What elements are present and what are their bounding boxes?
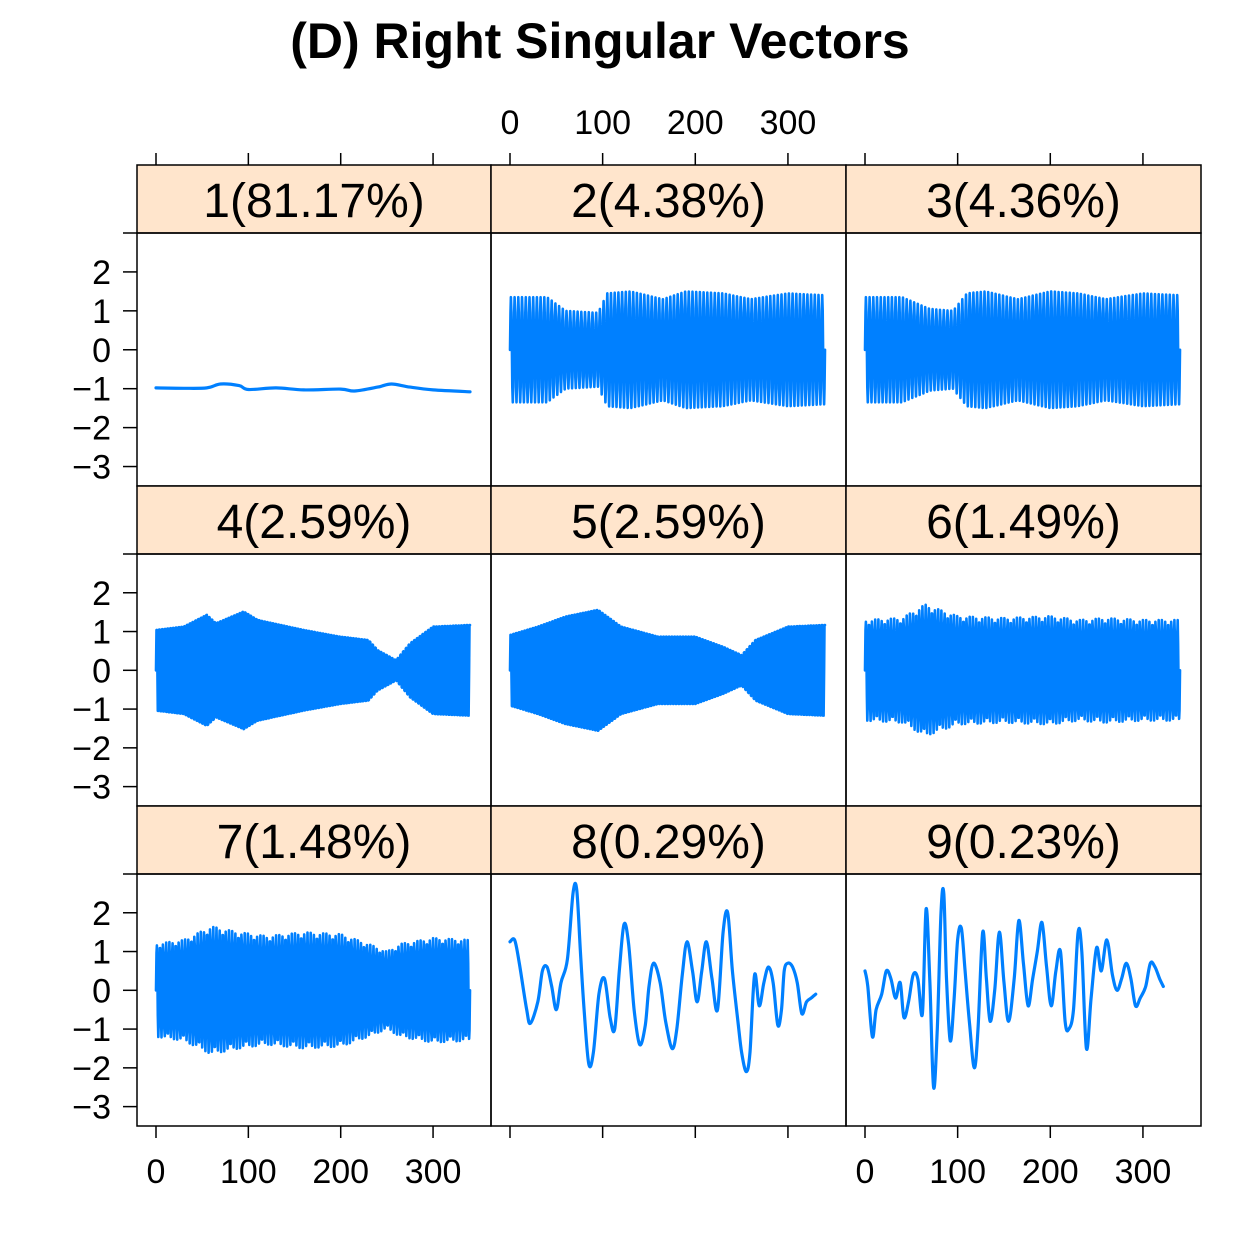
x-tick-label-bottom: 0 (147, 1153, 166, 1191)
panel-6: 6(1.49%) (845, 485, 1202, 807)
x-tick-label-bottom: 200 (312, 1153, 369, 1191)
panel-strip (136, 805, 492, 875)
series-line (863, 887, 1165, 1090)
y-tick-label: 2 (92, 575, 111, 613)
x-tick-label-bottom: 300 (405, 1153, 462, 1191)
x-tick-label-bottom: 200 (1022, 1153, 1079, 1191)
panel-5: 5(2.59%) (490, 485, 847, 807)
y-tick-label: −3 (72, 449, 111, 487)
panel-frame (845, 873, 1202, 1127)
y-tick-label: 1 (92, 934, 111, 972)
panel-3: 3(4.36%) (845, 164, 1202, 487)
series-line (863, 290, 1182, 410)
x-tick-label-top: 300 (760, 104, 817, 142)
y-tick-label: 1 (92, 614, 111, 652)
panel-strip-label: 1(81.17%) (203, 175, 424, 228)
panel-strip-label: 5(2.59%) (571, 496, 766, 549)
panel-strip (845, 164, 1202, 234)
panel-1: 1(81.17%) (136, 164, 492, 487)
panel-strip (490, 485, 847, 555)
panel-8: 8(0.29%) (490, 805, 847, 1127)
x-tick-label-top: 200 (667, 104, 724, 142)
panel-strip (845, 485, 1202, 555)
y-tick-label: −2 (72, 410, 111, 448)
y-tick-label: 1 (92, 293, 111, 331)
y-tick-label: −3 (72, 769, 111, 807)
series-line (863, 603, 1182, 736)
y-tick-label: 0 (92, 332, 111, 370)
panel-strip-label: 9(0.23%) (926, 816, 1121, 869)
panel-strip-label: 3(4.36%) (926, 175, 1121, 228)
panel-strip (845, 805, 1202, 875)
y-tick-label: 2 (92, 895, 111, 933)
panel-7: 7(1.48%) (136, 805, 492, 1127)
panel-strip-label: 6(1.49%) (926, 496, 1121, 549)
panel-4: 4(2.59%) (136, 485, 492, 807)
y-tick-label: −1 (72, 1011, 111, 1049)
x-tick-label-top: 100 (574, 104, 631, 142)
series-line (508, 881, 818, 1074)
panel-strip-label: 7(1.48%) (217, 816, 412, 869)
panel-strip (136, 485, 492, 555)
x-tick-label-bottom: 300 (1115, 1153, 1172, 1191)
x-tick-label-bottom: 100 (929, 1153, 986, 1191)
figure-title: (D) Right Singular Vectors (290, 13, 910, 69)
series-line (154, 925, 472, 1054)
x-tick-label-bottom: 100 (220, 1153, 277, 1191)
series-line (154, 382, 472, 394)
panel-strip-label: 8(0.29%) (571, 816, 766, 869)
series-line (508, 608, 827, 732)
panel-9: 9(0.23%) (845, 805, 1202, 1127)
panel-2: 2(4.38%) (490, 164, 847, 487)
series-line (154, 610, 472, 731)
y-tick-label: 0 (92, 652, 111, 690)
series-line (508, 290, 827, 410)
panels-layer: 1(81.17%) 2(4.38%) 3(4.36%) 4(2.59%) 5(2.59%… (136, 164, 1202, 1127)
y-tick-label: −3 (72, 1089, 111, 1127)
y-tick-label: 0 (92, 972, 111, 1010)
y-tick-label: 2 (92, 254, 111, 292)
panel-strip-label: 2(4.38%) (571, 175, 766, 228)
y-tick-label: −2 (72, 1050, 111, 1088)
x-tick-label-bottom: 0 (856, 1153, 875, 1191)
panel-frame (136, 232, 492, 487)
x-tick-label-top: 0 (501, 104, 520, 142)
panel-frame (490, 873, 847, 1127)
y-tick-label: −1 (72, 691, 111, 729)
panel-strip-label: 4(2.59%) (217, 496, 412, 549)
y-tick-label: −2 (72, 730, 111, 768)
y-tick-label: −1 (72, 371, 111, 409)
